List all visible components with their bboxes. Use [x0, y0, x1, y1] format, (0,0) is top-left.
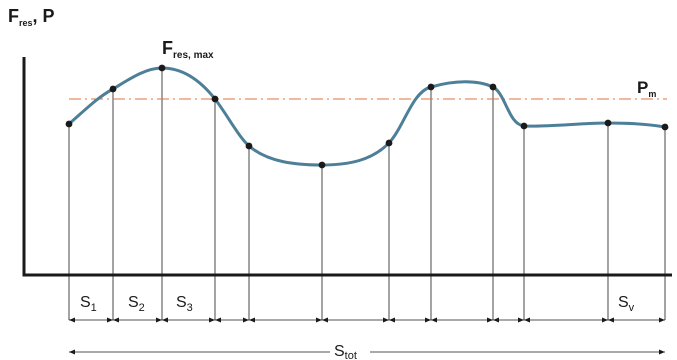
arrowhead — [322, 317, 328, 323]
segment-label-main: S — [128, 294, 139, 311]
arrowhead — [659, 317, 665, 323]
arrowhead — [316, 317, 322, 323]
curve-point — [604, 119, 612, 127]
arrowhead — [487, 317, 493, 323]
arrowhead — [69, 317, 75, 323]
segment-label-sv: Sv — [618, 294, 635, 314]
segment-label-sub: v — [629, 302, 635, 314]
arrowhead — [215, 317, 221, 323]
y-axis-label-sub: res — [19, 18, 33, 28]
segment-label-s3: S3 — [176, 294, 193, 314]
curve-point — [109, 85, 117, 93]
total-label: Stot — [334, 343, 357, 360]
segment-arrowheads — [69, 317, 665, 323]
arrowhead — [602, 317, 608, 323]
total-label-main: S — [334, 343, 345, 360]
curve-point — [661, 123, 669, 131]
curve-point — [318, 161, 326, 169]
segment-label-main: S — [618, 294, 629, 311]
curve-point — [245, 142, 253, 150]
y-axis-label: Fres, P — [8, 6, 55, 28]
curve-point — [211, 95, 219, 103]
mean-label-sub: m — [648, 89, 656, 99]
curve-point — [489, 83, 497, 91]
curve-point — [427, 83, 435, 91]
arrowhead — [524, 317, 530, 323]
curve-point — [65, 120, 73, 128]
mean-label-main: P — [637, 78, 648, 97]
curve-points — [65, 64, 669, 169]
segment-label-s1: S1 — [80, 294, 97, 314]
arrowhead — [431, 317, 437, 323]
peak-label-sub: res, max — [173, 50, 214, 61]
arrowhead — [249, 317, 255, 323]
mean-label: Pm — [637, 78, 656, 99]
drop-lines — [68, 68, 666, 320]
segment-label-sub: 2 — [139, 302, 145, 314]
segment-label-main: S — [80, 294, 91, 311]
arrowhead — [518, 317, 524, 323]
curve-point — [385, 139, 393, 147]
arrowhead — [608, 317, 614, 323]
arrowhead — [659, 349, 665, 355]
arrowhead — [209, 317, 215, 323]
curve-point — [158, 64, 166, 72]
arrowhead — [383, 317, 389, 323]
segment-label-sub: 3 — [187, 302, 193, 314]
total-label-sub: tot — [345, 350, 357, 360]
arrowhead — [493, 317, 499, 323]
arrowhead — [243, 317, 249, 323]
curve-point — [520, 122, 528, 130]
arrowhead — [162, 317, 168, 323]
segment-label-sub: 1 — [91, 302, 97, 314]
peak-label-main: F — [162, 38, 173, 58]
segment-label-main: S — [176, 294, 187, 311]
arrowhead — [69, 349, 75, 355]
peak-label: Fres, max — [162, 38, 214, 61]
arrowhead — [156, 317, 162, 323]
arrowhead — [113, 317, 119, 323]
arrowhead — [107, 317, 113, 323]
segment-label-s2: S2 — [128, 294, 145, 314]
force-curve — [67, 66, 667, 167]
arrowhead — [425, 317, 431, 323]
arrowhead — [389, 317, 395, 323]
y-axis-label-rest: , P — [33, 6, 55, 26]
y-axis-label-main: F — [8, 6, 19, 26]
